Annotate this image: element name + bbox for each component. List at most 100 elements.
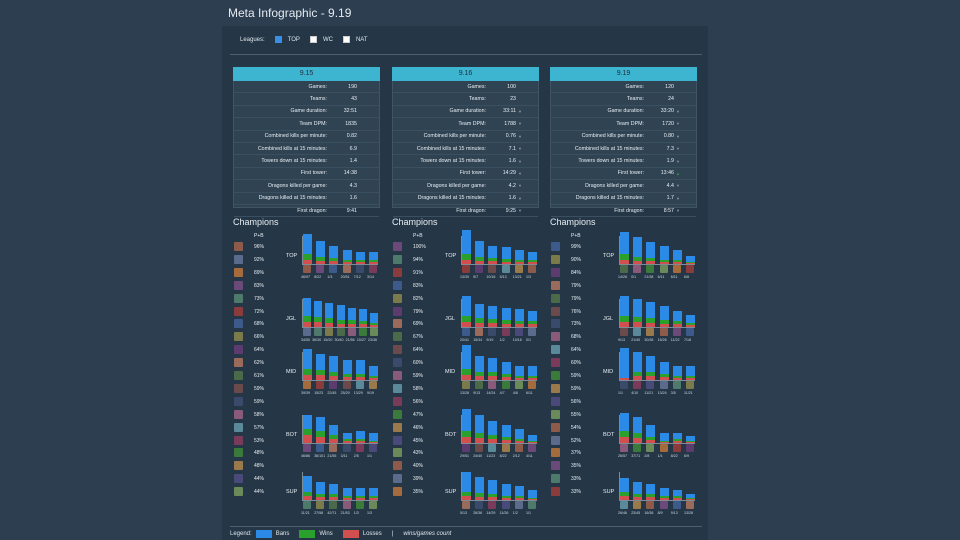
ban-segment xyxy=(329,356,339,372)
champion-icon xyxy=(620,501,628,509)
ban-segment xyxy=(514,429,524,439)
champion-icon xyxy=(462,265,470,273)
role-label: TOP xyxy=(445,253,457,259)
win-segment xyxy=(314,317,323,322)
trend-down-icon: ▼ xyxy=(518,195,522,201)
stat-label: Dragons killed per game: xyxy=(427,182,486,189)
champion-icon xyxy=(475,265,484,273)
win-segment xyxy=(329,372,339,376)
stat-value: 0.82 xyxy=(346,133,357,140)
champion-icon xyxy=(686,501,694,509)
loss-segment xyxy=(620,378,629,380)
champion-portrait xyxy=(551,358,560,368)
champion-icon xyxy=(488,501,497,509)
top-label[interactable]: TOP xyxy=(287,36,300,43)
presence-value: 73% xyxy=(571,321,582,328)
presence-value: 54% xyxy=(571,424,582,431)
win-segment xyxy=(475,257,485,261)
loss-segment xyxy=(686,442,695,443)
stat-value: 1.6 xyxy=(508,158,516,165)
ban-segment xyxy=(303,349,312,369)
win-segment xyxy=(488,494,498,497)
win-segment xyxy=(620,492,629,496)
stat-value: 1.7 xyxy=(666,195,674,202)
stat-label: Dragons killed at 15 minutes: xyxy=(417,195,486,202)
loss-segment xyxy=(475,376,485,380)
presence-value: 100% xyxy=(413,244,426,250)
win-games-ratio: 21/53 xyxy=(340,511,350,515)
win-games-ratio: 20/41 xyxy=(460,338,469,342)
champion-icon xyxy=(488,381,497,389)
champion-portrait xyxy=(393,409,402,419)
presence-value: 64% xyxy=(413,347,424,354)
stat-row: Combined kills at 15 minutes: 7.1 ▼ xyxy=(393,143,538,156)
win-segment xyxy=(514,496,524,498)
win-games-ratio: 3/11 xyxy=(340,454,348,458)
loss-segment xyxy=(342,498,352,500)
loss-segment xyxy=(659,498,669,500)
stat-value: 43 xyxy=(351,96,357,103)
win-segment xyxy=(369,376,378,378)
ban-segment xyxy=(316,417,326,431)
stat-row: Dragons killed at 15 minutes: 1.6 xyxy=(234,193,379,205)
loss-segment xyxy=(462,496,471,500)
loss-segment xyxy=(620,322,629,327)
champion-icon xyxy=(620,444,628,452)
champion-icon xyxy=(501,444,510,452)
champion-icon xyxy=(686,381,694,389)
role-chart xyxy=(619,232,695,265)
role-chart xyxy=(302,234,378,265)
role-label: JGL xyxy=(445,316,456,322)
win-games-ratio: 27/58 xyxy=(314,511,324,515)
champion-icon xyxy=(303,381,311,389)
loss-segment xyxy=(316,375,326,380)
stat-value: 100 xyxy=(507,83,516,90)
stat-value: 120 xyxy=(665,83,674,90)
ban-segment xyxy=(620,296,629,316)
win-segment xyxy=(462,492,471,496)
loss-segment xyxy=(329,439,339,443)
stat-value: 4.2 xyxy=(508,182,516,189)
win-segment xyxy=(672,496,682,498)
win-segment xyxy=(672,260,682,262)
ban-segment xyxy=(303,234,312,254)
presence-value: 47% xyxy=(413,411,424,418)
nat-label[interactable]: NAT xyxy=(355,36,368,43)
loss-segment xyxy=(342,441,352,443)
ban-segment xyxy=(633,352,643,372)
champion-portrait xyxy=(551,280,560,290)
champion-portrait xyxy=(551,487,560,497)
champion-icon xyxy=(475,501,484,509)
wc-label[interactable]: WC xyxy=(322,36,333,43)
wc-checkbox[interactable] xyxy=(309,36,317,43)
loss-segment xyxy=(488,323,498,327)
stat-label: Combined kills per minute: xyxy=(581,133,644,140)
loss-segment xyxy=(501,324,511,327)
champion-icon xyxy=(488,328,497,336)
champion-icon xyxy=(316,381,325,389)
role-label: JGL xyxy=(286,316,297,322)
win-segment xyxy=(686,323,695,325)
stat-value: 13:46 xyxy=(660,170,674,177)
top-checkbox[interactable] xyxy=(274,36,282,43)
stat-label: Game duration: xyxy=(449,108,486,115)
win-segment xyxy=(659,374,669,377)
presence-value: 72% xyxy=(254,308,265,315)
win-games-ratio: 30/38 xyxy=(644,338,654,342)
nat-checkbox[interactable] xyxy=(342,36,350,43)
ban-segment xyxy=(633,417,643,433)
stat-label: First dragon: xyxy=(297,207,327,214)
champion-portrait xyxy=(393,448,402,458)
trend-down-icon: ▼ xyxy=(676,208,680,214)
champion-portrait xyxy=(551,435,560,445)
ban-segment xyxy=(633,237,643,257)
presence-value: 67% xyxy=(413,334,424,341)
win-games-ratio: 5/7 xyxy=(473,275,479,279)
presence-value: 37% xyxy=(571,450,582,457)
loss-segment xyxy=(358,324,367,327)
role-label: MID xyxy=(286,369,297,375)
champion-portrait xyxy=(234,461,243,471)
win-games-ratio: 1/3 xyxy=(367,511,372,515)
presence-value: 56% xyxy=(413,398,424,405)
ban-segment xyxy=(501,247,511,259)
